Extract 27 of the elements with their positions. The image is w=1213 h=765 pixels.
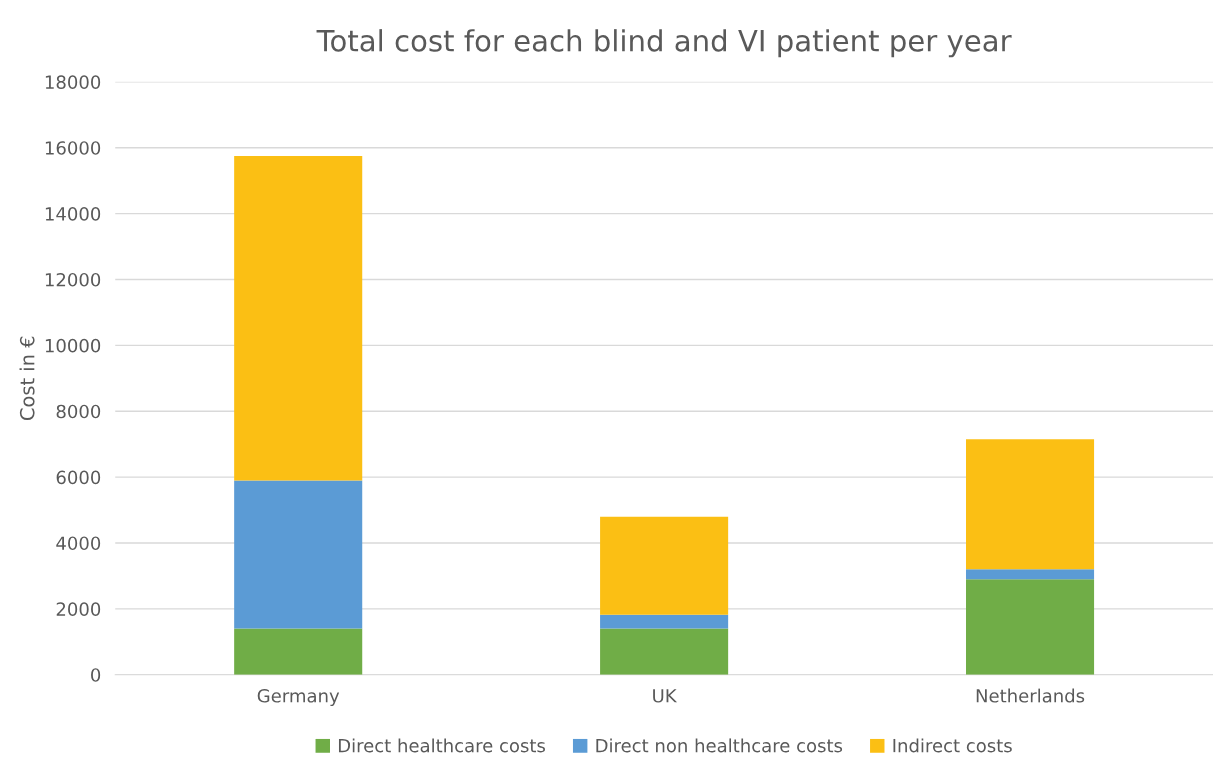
y-tick-label: 14000 [45,207,101,221]
bar [600,516,729,615]
x-tick-label: Netherlands [976,688,1085,703]
y-tick-label: 10000 [45,338,101,353]
y-tick-label: 18000 [45,75,101,89]
legend-label: Direct healthcare costs [338,738,545,753]
bar [600,614,729,629]
bar [600,628,729,675]
y-tick-label: 16000 [45,141,101,155]
bar [966,569,1095,580]
bar [966,439,1095,570]
x-tick-label: UK [653,689,678,703]
y-tick-label: 4000 [56,536,101,551]
y-tick-label: 12000 [45,272,101,287]
bar [234,155,363,481]
legend-label: Direct non healthcare costs [596,738,843,753]
y-tick-label: 6000 [56,470,101,485]
legend-label: Indirect costs [893,738,1012,753]
chart-title: Total cost for each blind and VI patient per year [316,29,1012,58]
y-tick-label: 0 [91,668,101,682]
bar [966,579,1095,675]
bar [234,480,363,629]
y-axis-title: Cost in € [19,336,35,421]
y-tick-label: 8000 [56,404,101,419]
bar [234,628,363,675]
y-tick-label: 2000 [56,602,101,616]
x-tick-label: Germany [257,688,340,707]
